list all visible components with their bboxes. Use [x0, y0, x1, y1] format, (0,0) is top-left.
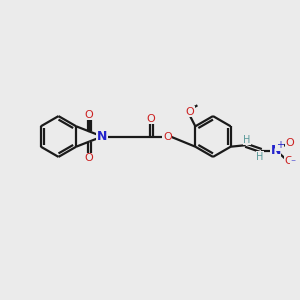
Text: +: + [276, 140, 284, 151]
Text: H: H [256, 152, 264, 162]
Text: N: N [97, 130, 107, 143]
Text: O: O [284, 156, 293, 166]
Text: O: O [186, 107, 194, 117]
Text: O: O [85, 110, 94, 120]
Text: O: O [85, 153, 94, 163]
Text: H: H [243, 135, 250, 145]
Text: O: O [285, 138, 294, 148]
Text: O: O [163, 131, 172, 142]
Text: N: N [271, 144, 281, 157]
Text: O: O [147, 114, 156, 124]
Text: ⁻: ⁻ [290, 158, 295, 168]
